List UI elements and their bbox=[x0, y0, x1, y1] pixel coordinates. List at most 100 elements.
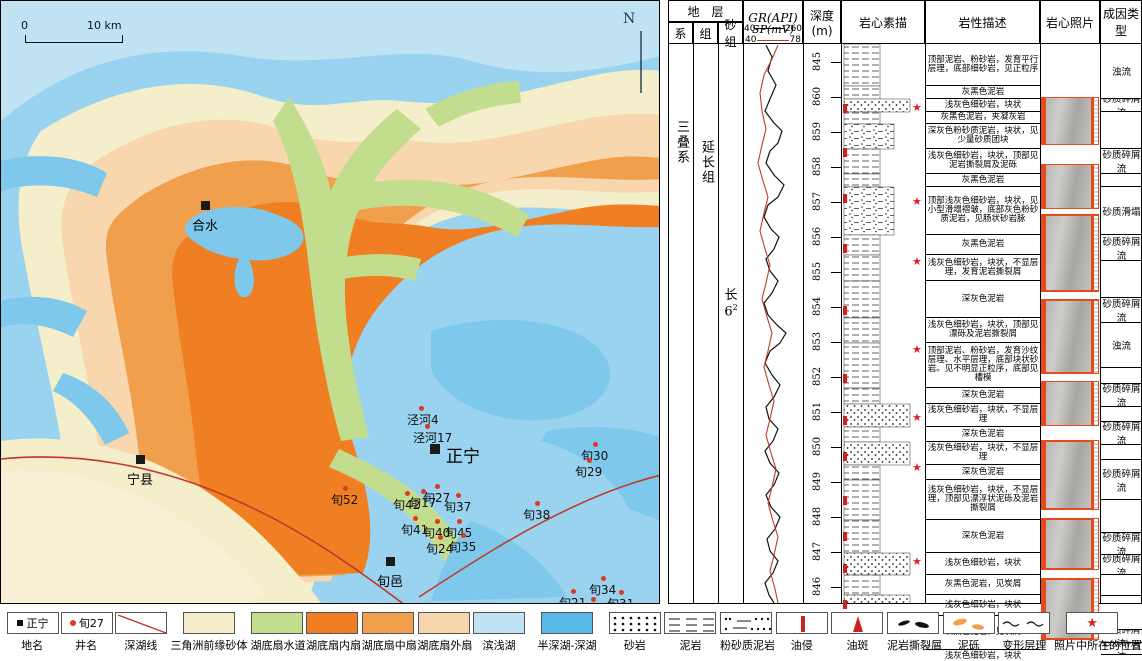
legend-item-2: 深湖线 bbox=[114, 612, 167, 653]
well-marker[interactable] bbox=[405, 491, 410, 496]
map-scalebar: 0 10 km bbox=[19, 19, 139, 49]
depth-title: 深度 bbox=[809, 8, 834, 23]
depth-tick-859: 859 bbox=[812, 121, 823, 141]
genesis-cell-8: 砂质碎屑流 bbox=[1101, 299, 1142, 323]
legend-label-1: 井名 bbox=[75, 639, 98, 652]
legend-label-11: 泥岩 bbox=[679, 639, 702, 652]
well-marker[interactable] bbox=[591, 597, 596, 602]
lithology-cell-20: 浅灰色细砂岩，块状 bbox=[926, 553, 1040, 575]
depth-tick-848: 848 bbox=[812, 506, 823, 526]
legend-swatch-line bbox=[114, 612, 167, 634]
well-marker[interactable] bbox=[587, 458, 592, 463]
sp-min: 40 bbox=[745, 35, 757, 45]
lithology-cell-10: 深灰色泥岩 bbox=[926, 281, 1040, 318]
lithology-cell-13: 深灰色泥岩 bbox=[926, 388, 1040, 404]
genesis-cell-11: 砂质碎屑流 bbox=[1101, 384, 1142, 407]
well-marker[interactable] bbox=[421, 489, 426, 494]
legend-swatch-oiltri bbox=[831, 612, 884, 634]
lithology-cell-6: 灰黑色泥岩 bbox=[926, 174, 1040, 187]
legend-label-6: 湖底扇中扇 bbox=[361, 639, 417, 652]
legend-swatch-swatch bbox=[182, 612, 235, 634]
strata-sandgroup-label: 长62 bbox=[720, 284, 742, 319]
well-marker[interactable] bbox=[438, 535, 443, 540]
legend-label-13: 油侵 bbox=[790, 639, 813, 652]
well-marker[interactable] bbox=[457, 519, 462, 524]
depth-tick-849: 849 bbox=[812, 471, 823, 491]
legend-label-15: 泥岩撕裂屑 bbox=[887, 639, 943, 652]
well-marker[interactable] bbox=[571, 589, 576, 594]
genesis-cell-18: 砂质碎屑流 bbox=[1101, 555, 1142, 575]
well-marker[interactable] bbox=[601, 576, 606, 581]
facies-map: 0 10 km N 合水 宁县 正宁 旬邑 泾河4 泾河17 旬30 旬29 旬52 旬42 旬1… bbox=[0, 0, 660, 604]
well-label-14: 旬35 bbox=[449, 540, 477, 554]
lithology-cell-17: 深灰色泥岩 bbox=[926, 465, 1040, 480]
sp-max: 78 bbox=[789, 35, 801, 45]
scalebar-max: 10 km bbox=[87, 19, 122, 32]
depth-tick-860: 860 bbox=[812, 86, 823, 106]
legend-swatch-deform bbox=[998, 612, 1051, 634]
genesis-cell-5: 砂质滑塌 bbox=[1101, 187, 1142, 235]
gr-min: 40 bbox=[744, 23, 756, 34]
sandgroup-text: 长6 bbox=[724, 288, 738, 320]
lithology-cell-0: 顶部泥岩、粉砂岩，发育平行层理，底部细砂岩，见正粒序 bbox=[926, 44, 1040, 86]
well-marker[interactable] bbox=[456, 493, 461, 498]
well-marker[interactable] bbox=[461, 533, 466, 538]
legend-item-15: 泥岩撕裂屑 bbox=[887, 612, 943, 653]
genesis-cell-16 bbox=[1101, 500, 1142, 533]
well-marker[interactable] bbox=[425, 424, 430, 429]
photo-location-star: ★ bbox=[912, 555, 922, 568]
header-sandgroup: 砂组 bbox=[718, 18, 743, 49]
core-photo-4 bbox=[1041, 381, 1099, 426]
legend-item-4: 湖底扇水道 bbox=[250, 612, 305, 653]
genesis-cell-7 bbox=[1101, 261, 1142, 298]
well-marker[interactable] bbox=[593, 442, 598, 447]
legend-swatch-swatch bbox=[540, 612, 593, 634]
depth-tick-854: 854 bbox=[812, 296, 823, 316]
legend-swatch-well: 旬27 bbox=[60, 612, 113, 634]
genesis-cell-22: 砂质碎屑流 bbox=[1101, 643, 1142, 655]
well-label-2: 旬30 bbox=[581, 449, 609, 463]
genesis-cell-12 bbox=[1101, 407, 1142, 422]
gr-max: 260 bbox=[784, 23, 802, 34]
oil-show-marker bbox=[843, 306, 847, 315]
oil-show-marker bbox=[843, 374, 847, 383]
well-marker[interactable] bbox=[435, 519, 440, 524]
depth-tick-mark bbox=[831, 131, 841, 133]
legend-label-17: 变形层理 bbox=[1002, 639, 1047, 652]
header-system: 系 bbox=[668, 22, 693, 44]
depth-tick-852: 852 bbox=[812, 366, 823, 386]
header-core-sketch: 岩心素描 bbox=[841, 0, 925, 44]
depth-tick-mark bbox=[831, 411, 841, 413]
well-marker[interactable] bbox=[535, 501, 540, 506]
photo-location-star: ★ bbox=[912, 461, 922, 474]
depth-tick-mark bbox=[831, 586, 841, 588]
city-marker bbox=[430, 444, 440, 454]
core-photo-6 bbox=[1041, 518, 1099, 570]
well-log-column: 地 层 GR(API) 40 260 深度 (m) 岩心素描 岩性描述 岩心照片… bbox=[660, 0, 1142, 660]
photo-location-star: ★ bbox=[912, 255, 922, 268]
well-marker[interactable] bbox=[435, 484, 440, 489]
well-marker[interactable] bbox=[343, 486, 348, 491]
legend-label-8: 滨浅湖 bbox=[482, 639, 516, 652]
legend-item-8: 滨浅湖 bbox=[473, 612, 526, 653]
legend-swatch-swatch bbox=[250, 612, 303, 634]
depth-tick-857: 857 bbox=[812, 191, 823, 211]
photo-location-star: ★ bbox=[912, 411, 922, 424]
depth-tick-858: 858 bbox=[812, 156, 823, 176]
photo-location-star: ★ bbox=[912, 101, 922, 114]
scalebar-bar bbox=[25, 35, 123, 43]
sandgroup-sup: 2 bbox=[732, 303, 738, 312]
well-marker[interactable] bbox=[619, 590, 624, 595]
legend-label-3: 三角洲前缘砂体 bbox=[170, 639, 248, 652]
genesis-cell-0: 浊流 bbox=[1101, 44, 1142, 99]
legend-item-9: 半深湖-深湖 bbox=[529, 612, 606, 653]
legend-item-16: 泥砾 bbox=[942, 612, 995, 653]
legend-swatch-mudstone bbox=[664, 612, 717, 634]
genesis-cell-14 bbox=[1101, 445, 1142, 460]
well-label-4: 旬52 bbox=[331, 493, 359, 507]
legend-label-16: 泥砾 bbox=[957, 639, 980, 652]
well-marker[interactable] bbox=[413, 516, 418, 521]
legend-label-9: 半深湖-深湖 bbox=[537, 639, 597, 652]
well-marker[interactable] bbox=[419, 406, 424, 411]
depth-tick-mark bbox=[831, 516, 841, 518]
